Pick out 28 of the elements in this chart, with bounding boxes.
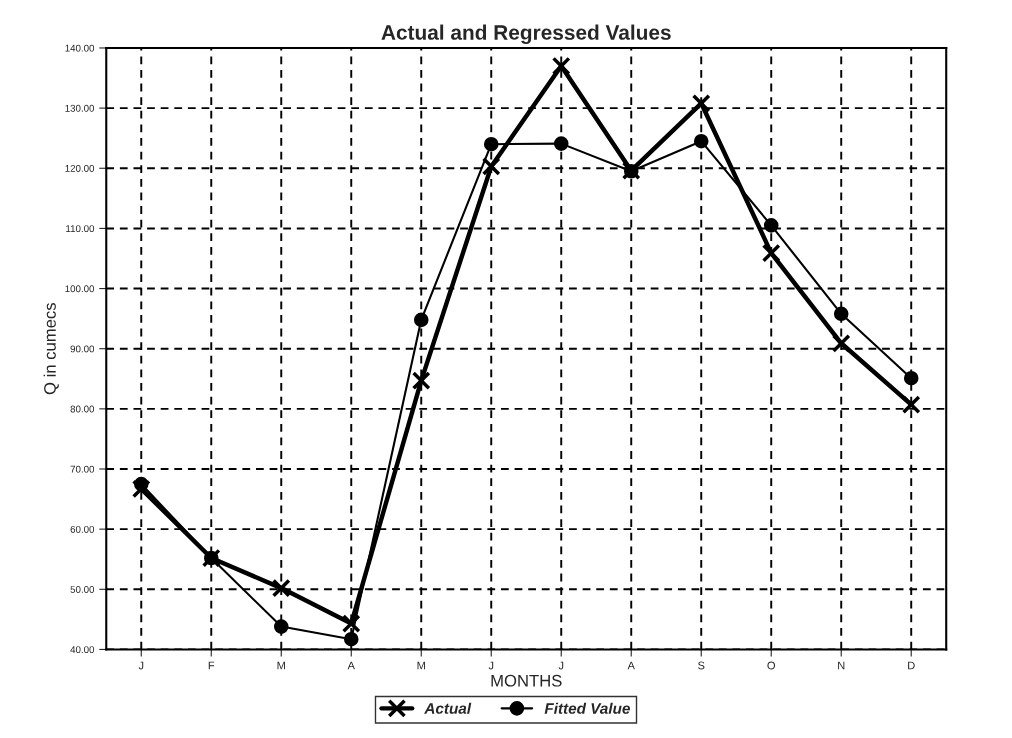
y-tick-label: 90.00 — [70, 345, 95, 353]
x-tick-label: D — [908, 661, 915, 670]
x-tick-label: M — [277, 661, 285, 670]
y-tick-label: 130.00 — [65, 104, 95, 112]
y-tick-label: 80.00 — [70, 405, 95, 413]
x-tick-label: S — [698, 661, 705, 670]
y-tick-label: 70.00 — [70, 465, 95, 473]
y-tick-label: 100.00 — [65, 285, 95, 293]
legend-label: Actual — [424, 702, 472, 714]
x-axis-title: MONTHS — [491, 674, 562, 687]
y-tick-label: 120.00 — [65, 165, 95, 172]
legend-label: Fitted Value — [544, 702, 630, 714]
x-tick-label: O — [767, 661, 776, 670]
x-tick-label: A — [627, 661, 635, 670]
x-tick-label: M — [417, 661, 425, 670]
x-tick-label: F — [208, 661, 215, 670]
x-tick-label: J — [558, 661, 564, 670]
x-tick-label: J — [138, 661, 144, 670]
y-tick-label: 40.00 — [70, 646, 95, 654]
y-axis-title: Q in cumecs — [43, 303, 59, 395]
chart-title: Actual and Regressed Values — [381, 24, 671, 45]
y-tick-label: 110.00 — [66, 225, 95, 233]
y-tick-label: 60.00 — [70, 525, 95, 533]
y-tick-label: 50.00 — [70, 586, 95, 593]
y-tick-label: 140.00 — [65, 44, 95, 52]
x-tick-label: A — [347, 661, 355, 670]
x-tick-label: N — [838, 661, 845, 670]
x-tick-label: J — [488, 661, 494, 670]
